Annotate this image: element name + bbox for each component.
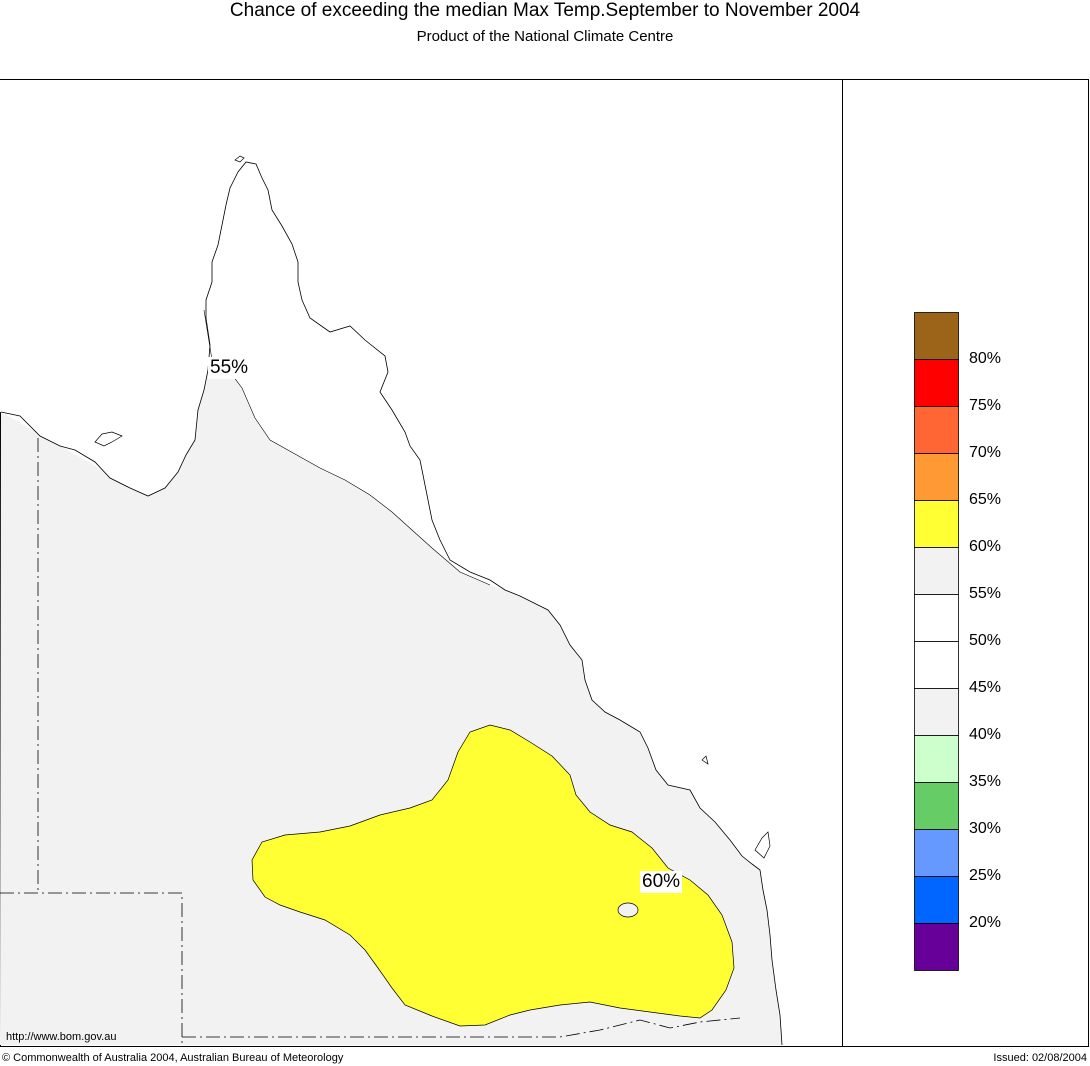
legend-swatch (914, 688, 959, 736)
legend-label: 35% (969, 773, 1002, 790)
bom-url[interactable]: http://www.bom.gov.au (6, 1031, 117, 1043)
contour-label-60: 60% (640, 871, 683, 893)
legend-swatch (914, 547, 959, 595)
legend-swatch (914, 359, 959, 407)
legend-swatch (914, 500, 959, 548)
contour-hole (617, 902, 639, 918)
issued-date: Issued: 02/08/2004 (993, 1052, 1087, 1064)
contour-region-50-55 (1, 162, 505, 590)
legend-label: 50% (969, 632, 1002, 649)
legend-swatch (914, 312, 959, 360)
map-title: Chance of exceeding the median Max Temp.… (229, 0, 861, 21)
legend-label: 55% (969, 585, 1002, 602)
legend-label: 65% (969, 491, 1002, 508)
island (234, 155, 245, 163)
legend-swatch (914, 641, 959, 689)
state-border (0, 438, 741, 1045)
legend-swatch (914, 594, 959, 642)
map-subtitle: Product of the National Climate Centre (416, 28, 674, 45)
legend-label: 70% (969, 444, 1002, 461)
contour-region-west-white (0, 80, 842, 1045)
legend-label: 75% (969, 397, 1002, 414)
legend-label: 60% (969, 538, 1002, 555)
legend-swatch (914, 453, 959, 501)
legend-swatch (914, 782, 959, 830)
legend-label: 20% (969, 914, 1002, 931)
legend-label: 40% (969, 726, 1002, 743)
coastline (0, 161, 783, 1046)
legend-label: 45% (969, 679, 1002, 696)
island (701, 755, 709, 765)
legend-label: 80% (969, 350, 1002, 367)
contour-region-60-65 (251, 724, 735, 1027)
legend-label: 30% (969, 820, 1002, 837)
legend-swatch (914, 829, 959, 877)
island (94, 431, 123, 447)
island (754, 831, 771, 859)
copyright-text: © Commonwealth of Australia 2004, Austra… (2, 1052, 344, 1064)
legend-colorbar (914, 312, 959, 971)
legend-swatch (914, 735, 959, 783)
legend-swatch (914, 406, 959, 454)
legend-label: 25% (969, 867, 1002, 884)
legend-swatch (914, 923, 959, 971)
legend-swatch (914, 876, 959, 924)
contour-label-55: 55% (208, 357, 251, 379)
